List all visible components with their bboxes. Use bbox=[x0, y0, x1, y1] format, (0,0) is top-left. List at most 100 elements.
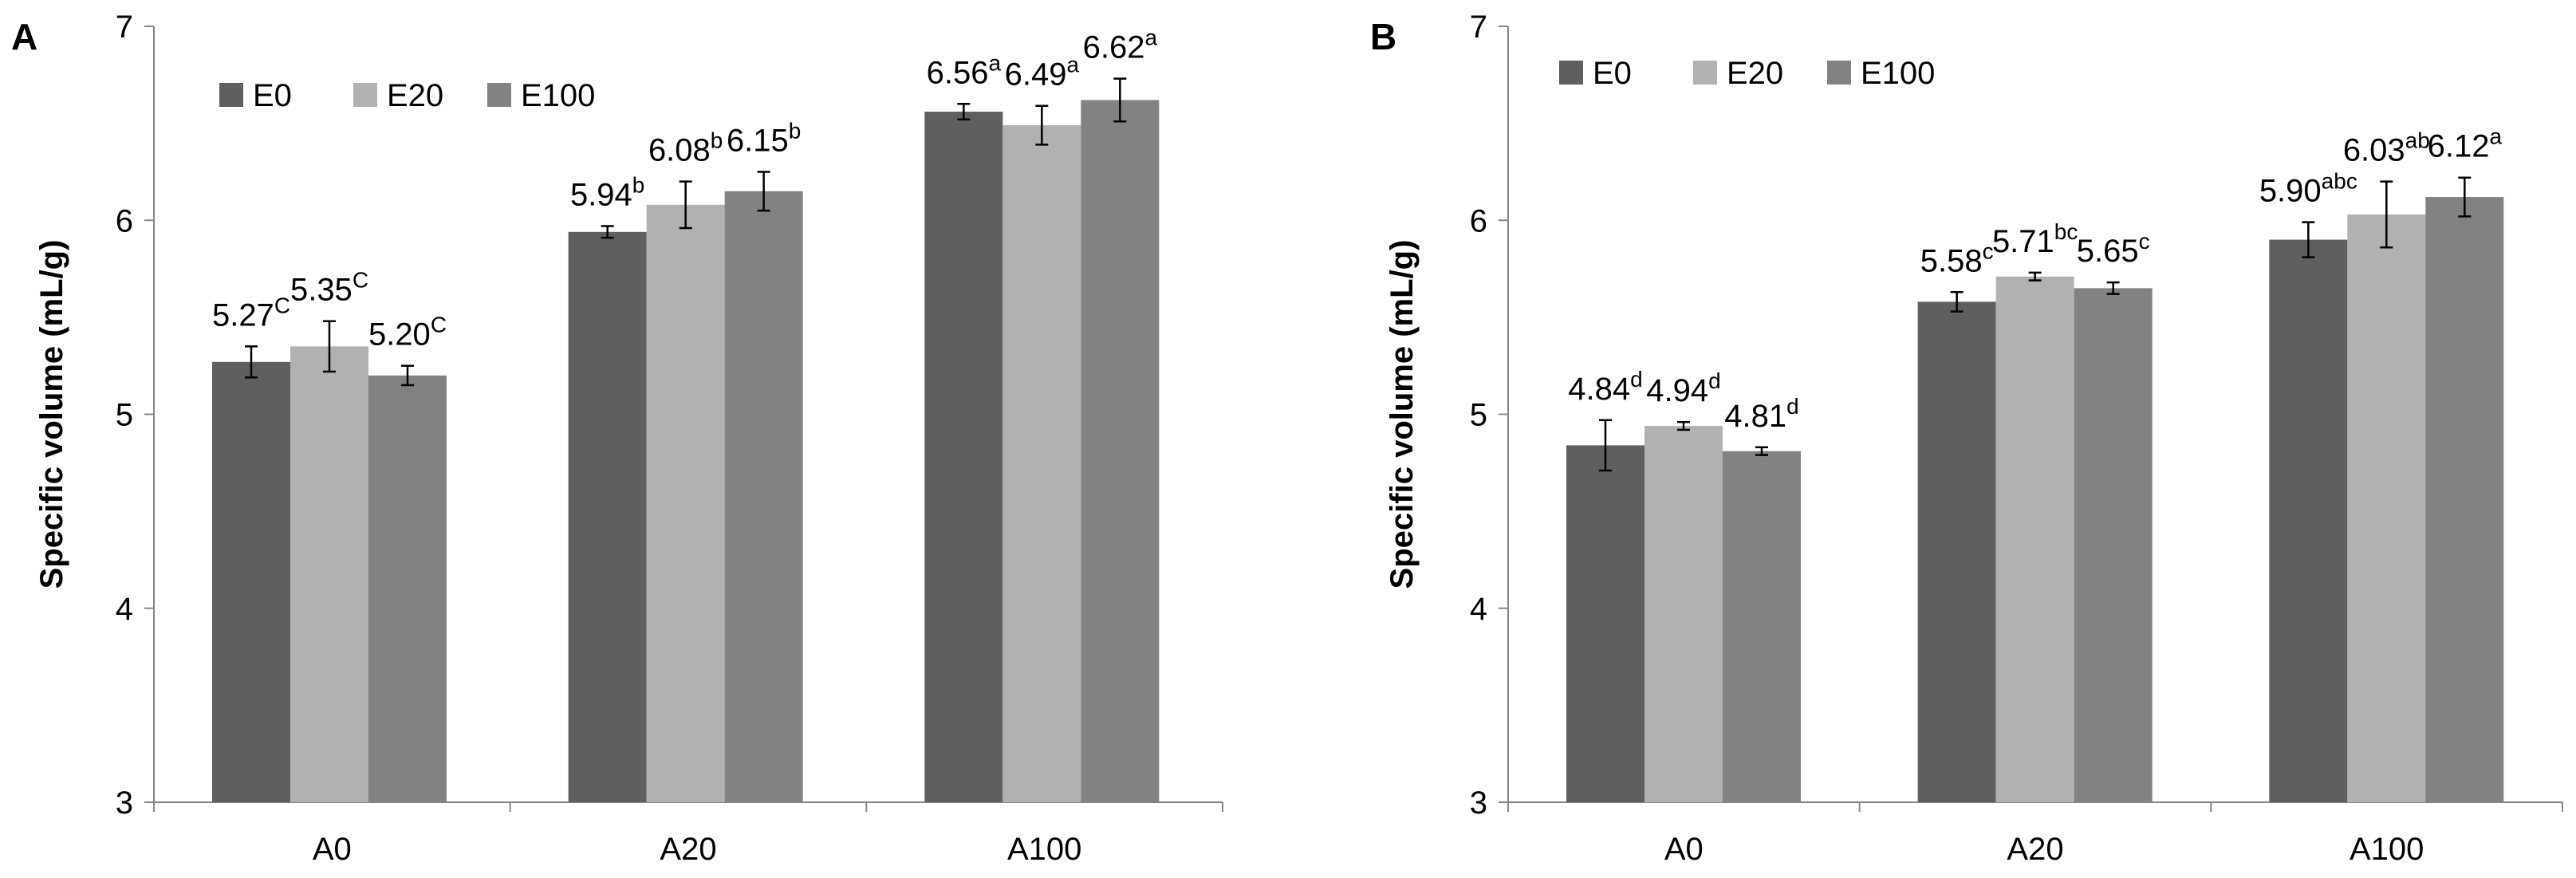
bar bbox=[290, 346, 368, 802]
data-label: 6.62a bbox=[1083, 26, 1158, 65]
y-axis-title: Specific volume (mL/g) bbox=[34, 240, 69, 589]
legend-label: E20 bbox=[1727, 56, 1783, 91]
data-label-letter: a bbox=[988, 50, 1001, 75]
data-label: 5.35C bbox=[290, 268, 368, 308]
data-label-letter: b bbox=[632, 173, 645, 198]
data-label-letter: C bbox=[431, 313, 447, 337]
data-label-value: 6.12 bbox=[2428, 129, 2490, 164]
data-label-value: 5.35 bbox=[290, 273, 353, 308]
data-label-letter: bc bbox=[2054, 219, 2078, 244]
data-label-letter: d bbox=[1630, 367, 1643, 392]
data-label-letter: c bbox=[2139, 229, 2150, 254]
legend-swatch bbox=[353, 83, 377, 107]
bar bbox=[1644, 426, 1723, 802]
data-label: 6.56a bbox=[927, 50, 1002, 90]
legend-swatch bbox=[487, 83, 511, 107]
data-label: 6.49a bbox=[1005, 53, 1080, 93]
panel-letter: A bbox=[11, 16, 37, 57]
bar bbox=[1723, 451, 1801, 802]
data-label: 6.12a bbox=[2428, 124, 2503, 164]
data-label-value: 5.71 bbox=[1992, 224, 2054, 259]
data-label-value: 6.15 bbox=[727, 123, 789, 158]
y-tick-label: 6 bbox=[116, 203, 133, 238]
panel-b: B 3 4 5 6 7 Specific volume (mL/g) A0 A20 A100 4.8… bbox=[1370, 10, 2563, 867]
bar bbox=[724, 191, 803, 802]
data-label-value: 6.49 bbox=[1005, 57, 1067, 93]
data-label-value: 5.27 bbox=[212, 297, 274, 333]
data-label-value: 6.08 bbox=[648, 133, 711, 168]
data-label: 5.90abc bbox=[2259, 169, 2357, 209]
x-tick-label: A100 bbox=[1007, 832, 1081, 867]
legend-swatch bbox=[219, 83, 243, 107]
bar bbox=[2347, 214, 2426, 802]
data-label: 5.20C bbox=[368, 313, 447, 352]
bar bbox=[646, 204, 725, 802]
legend-swatch bbox=[1559, 61, 1583, 85]
y-tick-label: 6 bbox=[1470, 203, 1487, 238]
data-label: 5.94b bbox=[570, 173, 644, 213]
data-label-value: 5.90 bbox=[2259, 174, 2322, 209]
data-label: 5.65c bbox=[2077, 229, 2150, 269]
bar bbox=[1917, 301, 1996, 802]
y-tick-label: 4 bbox=[116, 592, 133, 627]
data-label-letter: b bbox=[711, 128, 723, 153]
y-tick-label: 7 bbox=[1470, 10, 1487, 45]
legend-label: E20 bbox=[387, 78, 443, 113]
legend-label: E100 bbox=[521, 78, 595, 113]
data-label: 6.15b bbox=[727, 118, 801, 158]
data-label: 4.81d bbox=[1724, 394, 1798, 434]
data-label-letter: c bbox=[1983, 238, 1994, 263]
data-label-letter: abc bbox=[2322, 169, 2357, 194]
data-label-value: 6.56 bbox=[927, 55, 989, 90]
x-tick-label: A0 bbox=[313, 832, 352, 867]
x-tick-label: A20 bbox=[2007, 832, 2063, 867]
data-label-letter: a bbox=[2489, 124, 2502, 149]
data-label-letter: a bbox=[1066, 53, 1079, 77]
data-label: 4.94d bbox=[1646, 368, 1720, 408]
legend-label: E100 bbox=[1861, 56, 1935, 91]
legend-label: E0 bbox=[1593, 56, 1632, 91]
data-label-letter: ab bbox=[2405, 128, 2430, 153]
data-label-value: 5.58 bbox=[1920, 243, 1983, 278]
bar bbox=[2425, 197, 2504, 802]
y-tick-label: 5 bbox=[1470, 398, 1487, 433]
bar bbox=[924, 112, 1003, 802]
legend-swatch bbox=[1693, 61, 1717, 85]
data-label: 5.27C bbox=[212, 293, 290, 333]
bar bbox=[568, 231, 647, 803]
bar bbox=[1566, 445, 1644, 802]
y-tick-label: 7 bbox=[116, 10, 133, 45]
data-label-value: 6.03 bbox=[2343, 133, 2405, 168]
y-axis-title: Specific volume (mL/g) bbox=[1385, 240, 1420, 589]
bar bbox=[2074, 288, 2153, 802]
bar bbox=[2269, 239, 2348, 802]
bar bbox=[1002, 125, 1081, 802]
data-label: 5.71bc bbox=[1992, 219, 2078, 259]
bar bbox=[368, 375, 447, 803]
data-label-letter: d bbox=[1708, 368, 1721, 393]
y-tick-label: 5 bbox=[116, 398, 133, 433]
data-label: 5.58c bbox=[1920, 238, 1994, 278]
data-label-value: 5.94 bbox=[570, 178, 632, 213]
data-label: 6.08b bbox=[648, 128, 723, 168]
bar bbox=[1081, 100, 1160, 802]
data-label-letter: a bbox=[1144, 26, 1157, 50]
data-label-value: 5.20 bbox=[368, 317, 431, 352]
x-tick-label: A100 bbox=[2350, 832, 2424, 867]
panel-a: A 3 4 5 6 7 Specific volume (mL/g) A0 A20 A100 5.2… bbox=[11, 10, 1223, 867]
data-label-value: 5.65 bbox=[2077, 234, 2139, 269]
panel-letter: B bbox=[1370, 16, 1396, 57]
data-label-letter: C bbox=[353, 268, 368, 293]
data-label-letter: b bbox=[789, 118, 802, 143]
data-label-value: 4.94 bbox=[1646, 373, 1708, 408]
data-label-letter: d bbox=[1786, 394, 1799, 419]
data-label: 6.03ab bbox=[2343, 128, 2430, 168]
data-label-value: 4.84 bbox=[1568, 372, 1630, 407]
data-label-value: 6.62 bbox=[1083, 30, 1145, 65]
data-label: 4.84d bbox=[1568, 367, 1642, 407]
y-tick-label: 3 bbox=[1470, 785, 1487, 821]
y-tick-label: 4 bbox=[1470, 592, 1487, 627]
legend-label: E0 bbox=[253, 78, 292, 113]
x-tick-label: A0 bbox=[1664, 832, 1704, 867]
